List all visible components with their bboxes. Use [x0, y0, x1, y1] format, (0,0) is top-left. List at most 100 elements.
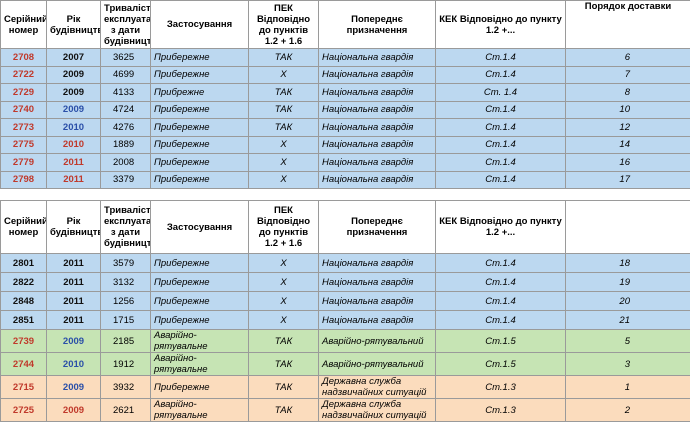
- header-cell: Застосування: [151, 201, 249, 254]
- cell: 3932: [101, 376, 151, 399]
- cell: Прибережне: [151, 171, 249, 189]
- cell: 2773: [1, 119, 47, 137]
- header-cell: Тривалість експлуатації з дати будівницт…: [101, 1, 151, 49]
- cell: 1889: [101, 136, 151, 154]
- cell: 4276: [101, 119, 151, 137]
- header-cell: Попереднє призначення: [319, 201, 436, 254]
- header-cell: КЕК Відповідно до пункту 1.2 +...: [436, 1, 566, 49]
- cell: 2775: [1, 136, 47, 154]
- cell: 2715: [1, 376, 47, 399]
- cell: 1256: [101, 292, 151, 311]
- cell: 2708: [1, 49, 47, 67]
- cell: 2779: [1, 154, 47, 172]
- cell: 10: [566, 101, 690, 119]
- cell: Ст.1.4: [436, 171, 566, 189]
- cell: 2009: [47, 84, 101, 102]
- cell: 2010: [47, 353, 101, 376]
- cell: Національна гвардія: [319, 49, 436, 67]
- cell: 2185: [101, 330, 151, 353]
- cell: Національна гвардія: [319, 292, 436, 311]
- cell: 2722: [1, 66, 47, 84]
- cell: Ст.1.4: [436, 254, 566, 273]
- cell: 4724: [101, 101, 151, 119]
- cell: Національна гвардія: [319, 254, 436, 273]
- cell: Прибережне: [151, 119, 249, 137]
- cell: Аварійно-рятувальний: [319, 353, 436, 376]
- cell: 2798: [1, 171, 47, 189]
- cell: Національна гвардія: [319, 171, 436, 189]
- cell: Прибережне: [151, 101, 249, 119]
- cell: Ст.1.4: [436, 101, 566, 119]
- cell: Аварійно-рятувальне: [151, 330, 249, 353]
- cell: 2011: [47, 292, 101, 311]
- header-cell: Порядок доставки: [566, 1, 690, 49]
- cell: Ст.1.5: [436, 330, 566, 353]
- cell: 2725: [1, 399, 47, 422]
- cell: Х: [249, 136, 319, 154]
- cell: 3625: [101, 49, 151, 67]
- cell: ТАК: [249, 119, 319, 137]
- cell: Х: [249, 254, 319, 273]
- cell: 3579: [101, 254, 151, 273]
- cell: 3379: [101, 171, 151, 189]
- cell: 2009: [47, 101, 101, 119]
- cell: 6: [566, 49, 690, 67]
- cell: 12: [566, 119, 690, 137]
- cell: ТАК: [249, 330, 319, 353]
- header-cell: [566, 201, 690, 254]
- cell: 2744: [1, 353, 47, 376]
- cell: Національна гвардія: [319, 273, 436, 292]
- cell: 2621: [101, 399, 151, 422]
- header-cell: Тривалість експлуатації з дати будівницт…: [101, 201, 151, 254]
- cell: Х: [249, 292, 319, 311]
- cell: 2010: [47, 136, 101, 154]
- cell: 4699: [101, 66, 151, 84]
- cell: 2009: [47, 376, 101, 399]
- cell: Х: [249, 171, 319, 189]
- cell: Ст.1.4: [436, 119, 566, 137]
- cell: Ст.1.4: [436, 273, 566, 292]
- cell: Прибережне: [151, 292, 249, 311]
- cell: 4133: [101, 84, 151, 102]
- header-cell: Застосування: [151, 1, 249, 49]
- cell: 3: [566, 353, 690, 376]
- header-cell: Рік будівництва: [47, 1, 101, 49]
- cell: 17: [566, 171, 690, 189]
- cell: 2008: [101, 154, 151, 172]
- cell: Національна гвардія: [319, 101, 436, 119]
- cell: 2801: [1, 254, 47, 273]
- cell: Ст.1.4: [436, 311, 566, 330]
- cell: 5: [566, 330, 690, 353]
- cell: 7: [566, 66, 690, 84]
- cell: ТАК: [249, 84, 319, 102]
- cell: 2011: [47, 273, 101, 292]
- cell: 2009: [47, 66, 101, 84]
- header-cell: КЕК Відповідно до пункту 1.2 +...: [436, 201, 566, 254]
- cell: 2740: [1, 101, 47, 119]
- cell: 21: [566, 311, 690, 330]
- cell: 2009: [47, 330, 101, 353]
- cell: Ст.1.3: [436, 376, 566, 399]
- cell: Ст.1.4: [436, 66, 566, 84]
- cell: Прибережне: [151, 136, 249, 154]
- cell: Прибрежне: [151, 84, 249, 102]
- cell: 14: [566, 136, 690, 154]
- cell: Аварійно-рятувальне: [151, 399, 249, 422]
- cell: Національна гвардія: [319, 311, 436, 330]
- cell: 2011: [47, 154, 101, 172]
- cell: ТАК: [249, 399, 319, 422]
- cell: 2848: [1, 292, 47, 311]
- cell: 2011: [47, 254, 101, 273]
